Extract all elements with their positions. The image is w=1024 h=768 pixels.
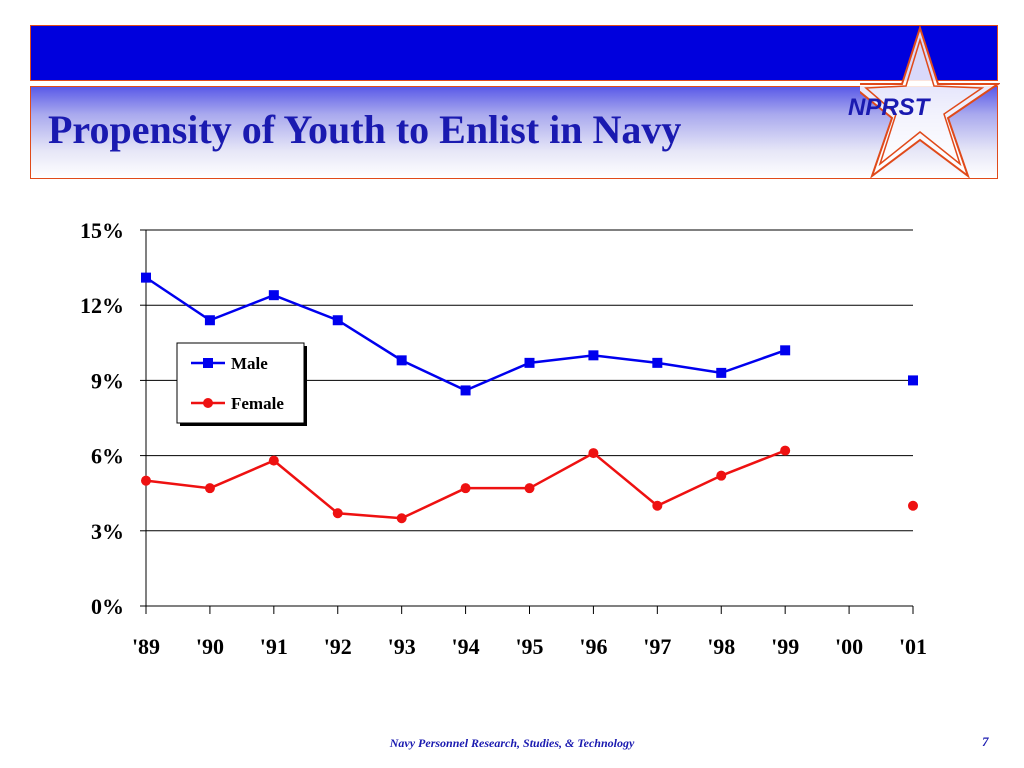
y-tick-label: 3% <box>91 519 124 544</box>
data-point-female <box>780 445 791 456</box>
legend-label-male: Male <box>231 354 268 373</box>
data-point-female <box>204 483 215 494</box>
data-point-female <box>588 448 599 459</box>
x-tick-label: '99 <box>771 634 799 659</box>
data-point-female <box>460 483 471 494</box>
legend-label-female: Female <box>231 394 284 413</box>
title-banner <box>30 86 998 179</box>
legend-marker-male <box>203 358 213 368</box>
page-number: 7 <box>982 734 989 749</box>
data-point-female <box>396 513 407 524</box>
data-point-female <box>332 508 343 519</box>
x-tick-label: '97 <box>643 634 671 659</box>
x-tick-label: '94 <box>452 634 480 659</box>
data-point-male <box>780 345 791 356</box>
y-tick-label: 15% <box>80 218 124 243</box>
data-point-male <box>652 357 663 368</box>
data-point-female <box>268 455 279 466</box>
data-point-female <box>652 500 663 511</box>
data-point-female <box>716 470 727 481</box>
data-point-female <box>908 500 918 511</box>
data-point-male <box>268 290 279 301</box>
header-bar <box>30 25 998 81</box>
data-point-male <box>588 350 599 361</box>
data-point-male <box>332 315 343 326</box>
data-point-male <box>204 315 215 326</box>
data-point-male <box>460 385 471 396</box>
star-logo-icon <box>860 24 1000 179</box>
x-tick-label: '93 <box>388 634 416 659</box>
data-point-male <box>396 355 407 366</box>
y-tick-label: 6% <box>91 444 124 469</box>
x-tick-label: '98 <box>707 634 735 659</box>
y-tick-label: 9% <box>91 368 124 393</box>
data-point-male <box>716 367 727 378</box>
data-point-male <box>524 357 535 368</box>
legend <box>176 342 305 424</box>
x-tick-label: '96 <box>579 634 607 659</box>
logo-text: NPRST <box>848 94 930 121</box>
page-title: Propensity of Youth to Enlist in Navy <box>48 107 682 152</box>
x-tick-label: '92 <box>324 634 352 659</box>
data-point-female <box>141 475 151 486</box>
x-tick-label: '89 <box>132 634 160 659</box>
legend-marker-female <box>203 398 213 408</box>
data-point-male <box>908 375 918 386</box>
footer-text: Navy Personnel Research, Studies, & Tech… <box>389 736 635 750</box>
y-tick-label: 12% <box>80 293 124 318</box>
data-point-female <box>524 483 535 494</box>
x-tick-label: '01 <box>899 634 927 659</box>
data-point-male <box>141 272 151 283</box>
x-tick-label: '00 <box>835 634 863 659</box>
y-tick-label: 0% <box>91 594 124 619</box>
x-tick-label: '91 <box>260 634 288 659</box>
x-tick-label: '90 <box>196 634 224 659</box>
x-tick-label: '95 <box>515 634 543 659</box>
